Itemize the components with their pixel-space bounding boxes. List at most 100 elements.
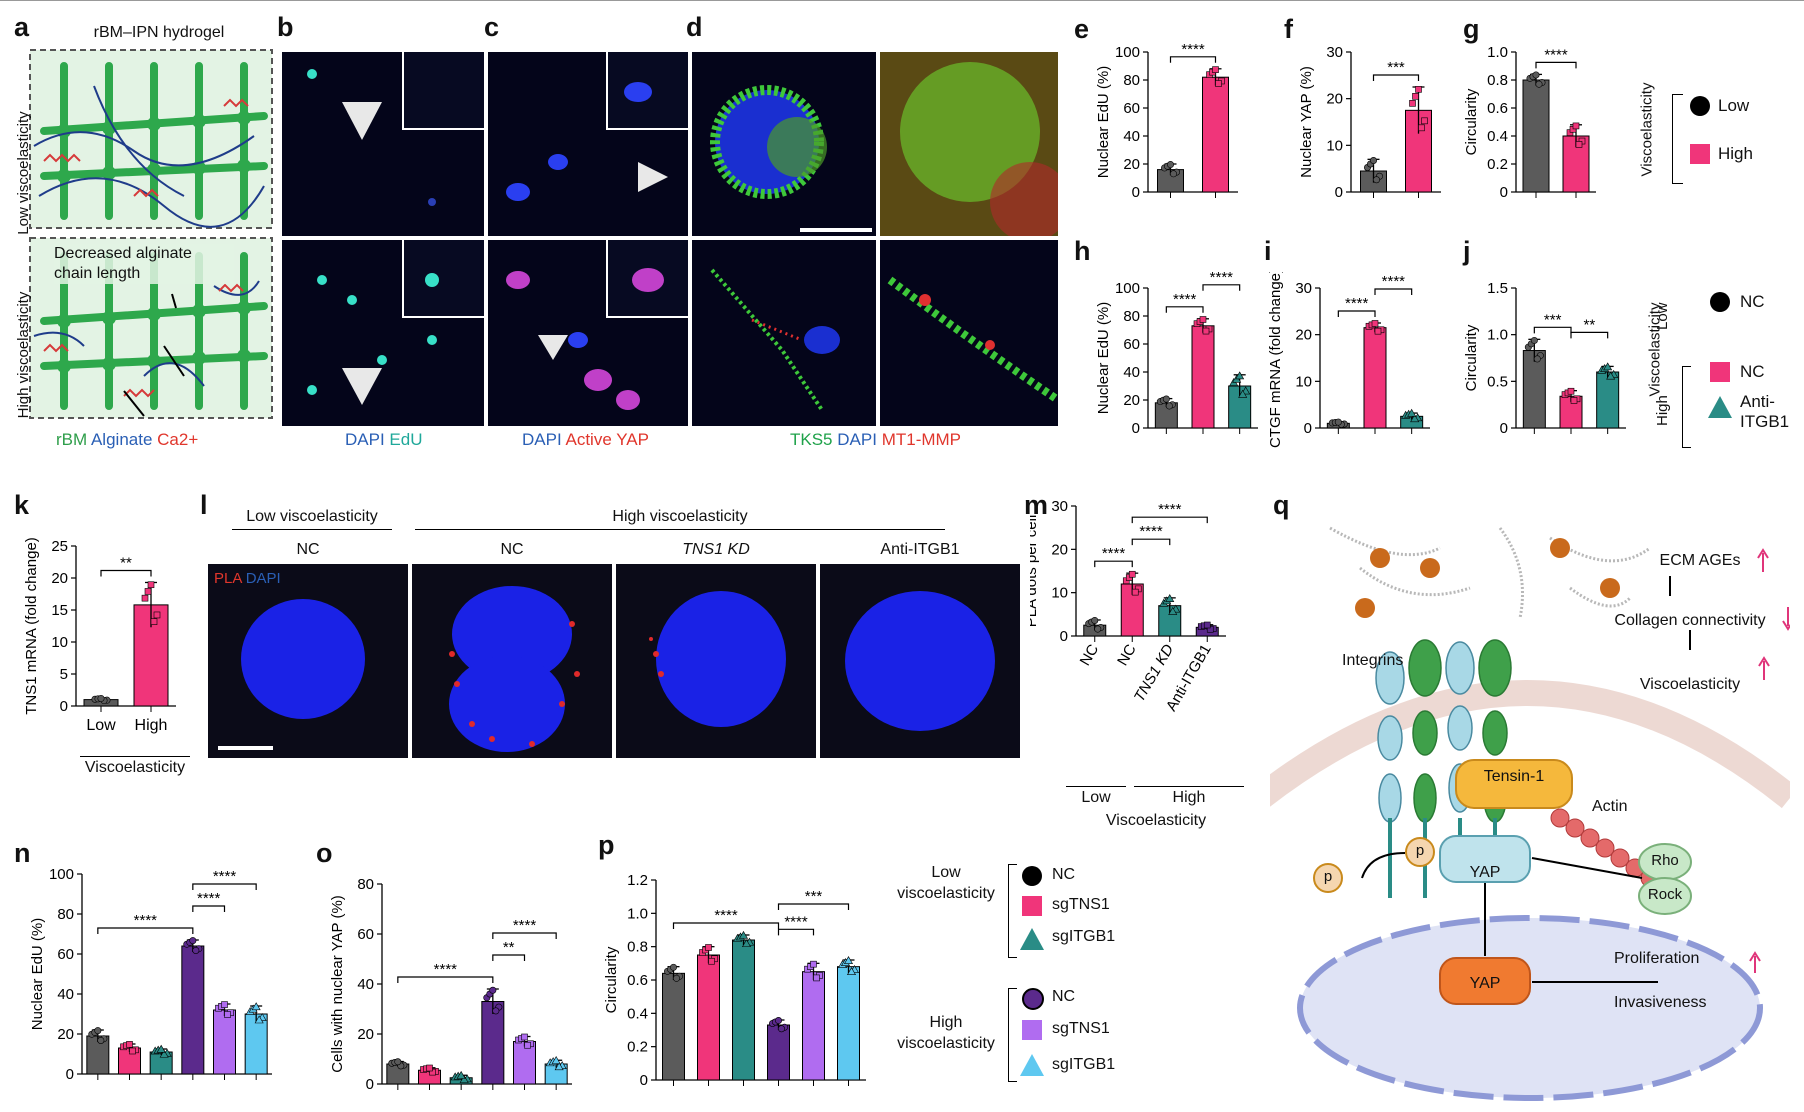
panel-letter-n: n [14,838,31,868]
g-point [1532,71,1540,79]
f-ytick-label: 0 [1335,184,1343,201]
j-bar-0 [1522,350,1546,429]
o-ytick-label: 20 [357,1026,374,1043]
j-sig-label-0: *** [1544,311,1562,328]
q-integrins: Integrins [1342,652,1404,669]
legend-j: Viscoelasticity Low High NC NC Anti-ITGB… [1640,286,1800,456]
n-sig-label-2: **** [213,868,237,885]
chart-i: 0 10 20 30 CTGF mRNA (fold change) **** **** [1267,272,1430,448]
m-ytick-label: 10 [1051,585,1068,602]
e-ytick-label: 80 [1123,72,1140,89]
chart-f: 0 10 20 30 Nuclear YAP (%) *** [1298,44,1441,201]
legend-np-low-sgitgb1-marker [1020,928,1044,950]
inset-b-high [402,240,484,318]
top-rule [0,0,1804,1]
caption-b-edu: EdU [389,430,423,449]
k-point [147,581,155,589]
legend-g-high-marker [1690,144,1710,164]
n-point [159,1049,169,1058]
j-sig-bracket-1 [1570,331,1609,339]
i-sig-label-1: **** [1382,273,1406,290]
panel-letter-b: b [277,12,294,42]
h-point [1162,395,1170,403]
micrograph-b-low [282,52,484,236]
m-point [1131,588,1139,596]
o-point [426,1064,433,1072]
alginate-annotation: Decreased alginate chain length [54,244,234,284]
caption-c: DAPI Active YAP [522,430,649,450]
legend-np-low-nc: NC [1052,866,1076,883]
panel-letter-h: h [1074,236,1091,266]
legend-np-low-sgtns1: sgTNS1 [1052,896,1110,913]
legend-np-low-sgitgb1: sgITGB1 [1052,928,1116,945]
m-sig-bracket-1 [1131,538,1171,546]
e-point [1170,170,1178,178]
k-ytick-label: 5 [60,666,68,683]
h-point [1165,402,1173,410]
q-p-1: p [1415,842,1425,859]
legend-j-anti-marker [1708,396,1732,418]
j-sig-label-1: ** [1583,316,1595,333]
i-point [1374,327,1382,335]
f-point [1373,176,1381,184]
high-viscoelasticity-label: High viscoelasticity [15,291,32,419]
p-ytick-label: 1.0 [627,905,648,922]
m-point [1203,621,1211,629]
h-point [1235,371,1245,380]
p-sig-bracket-2 [777,903,850,910]
micrograph-l-2 [412,564,612,758]
n-sig-bracket-1 [192,905,226,912]
m-point [1168,606,1178,615]
g-ytick-label: 0.8 [1487,72,1508,89]
l-col-3: TNS1 KD [682,541,750,558]
i-sig-bracket-0 [1337,310,1376,317]
m-sig-label-0: **** [1102,545,1126,562]
q-actin: Actin [1592,798,1628,815]
g-sig-bracket-0 [1535,61,1577,69]
i-point [1334,418,1342,426]
panel-letter-k: k [14,490,30,520]
caption-d-dapi: DAPI [837,430,877,449]
h-sig-label-1: **** [1210,272,1234,286]
e-ylabel: Nuclear EdU (%) [1095,66,1112,179]
j-ytick-label: 1.0 [1487,327,1508,344]
panel-letter-m: m [1024,490,1049,520]
n-ytick-label: 20 [57,1026,74,1043]
k-point [97,694,105,702]
legend-j-nc-low-marker [1710,292,1730,312]
n-point [129,1047,136,1055]
n-point [221,1001,228,1008]
m-point [1128,570,1136,578]
legend-np-low-title: Low viscoelasticity [897,864,995,902]
k-point [153,611,161,619]
o-point [459,1075,469,1083]
o-sig-bracket-0 [397,976,494,983]
micrograph-l-1: PLA DAPI [208,564,408,758]
k-xlabel-1: High [135,717,168,734]
l-low-header: Low viscoelasticity [232,508,392,530]
h-point [1238,389,1248,398]
h-ytick-label: 60 [1123,336,1140,353]
h-bar-1 [1191,325,1215,429]
n-bar-4 [213,1009,236,1075]
p-sig-bracket-0 [672,922,780,929]
q-yap-cyto: YAP [1469,864,1501,881]
f-point [1421,117,1428,125]
j-ytick-label: 0.5 [1487,373,1508,390]
o-point [492,1007,500,1015]
i-sig-label-0: **** [1345,295,1369,312]
p-point [670,963,678,971]
k-xlabel-0: Low [86,717,116,734]
h-ytick-label: 0 [1132,420,1140,437]
p-ytick-label: 0 [640,1072,648,1089]
j-point [1603,362,1613,371]
micrograph-d-high-zoom [880,240,1058,426]
h-sig-bracket-1 [1202,284,1241,291]
f-ytick-label: 10 [1326,137,1343,154]
chart-g: 0 0.2 0.4 0.6 0.8 1.0 Circularity **** [1463,44,1596,201]
f-point [1409,100,1416,107]
l-high-header: High viscoelasticity [415,508,945,530]
m-xlabel-0: NC [1077,641,1103,668]
